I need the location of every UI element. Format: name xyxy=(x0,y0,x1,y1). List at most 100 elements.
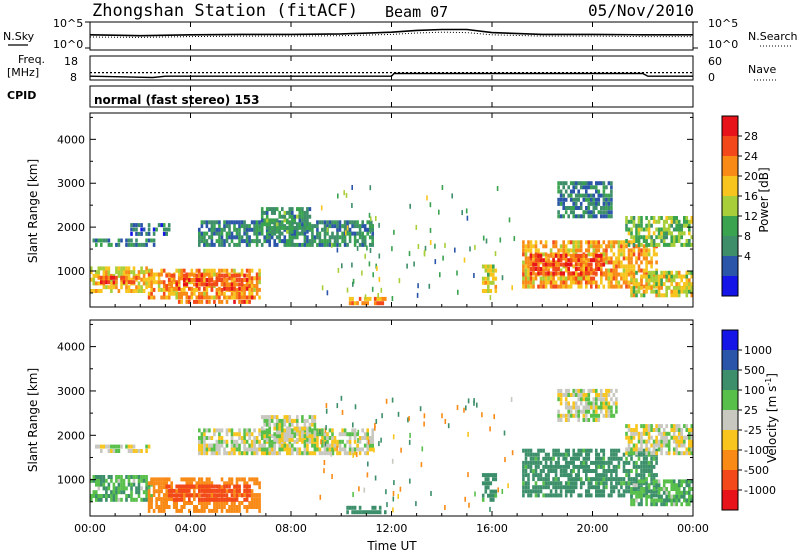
power-cell xyxy=(597,248,601,253)
velocity-cell xyxy=(564,493,568,498)
velocity-cell xyxy=(650,494,653,499)
velocity-cell xyxy=(615,405,618,410)
power-cell xyxy=(198,235,201,240)
velocity-cell xyxy=(642,477,646,482)
power-cell xyxy=(655,235,658,240)
power-cell xyxy=(625,264,628,269)
velocity-cell xyxy=(597,477,601,482)
power-cell xyxy=(590,244,593,249)
velocity-cell xyxy=(552,452,555,457)
velocity-cell xyxy=(273,415,276,420)
power-cell xyxy=(632,248,636,253)
power-cell xyxy=(683,285,686,290)
power-cell xyxy=(572,264,575,269)
velocity-cell xyxy=(587,409,591,414)
power-cell xyxy=(637,235,641,240)
velocity-cell xyxy=(235,481,239,486)
power-cell xyxy=(600,276,603,281)
power-cell xyxy=(115,266,118,271)
power-cell xyxy=(537,284,540,289)
power-cell xyxy=(635,231,638,236)
power-cell xyxy=(552,267,555,271)
power-cell xyxy=(112,275,116,280)
velocity-cell xyxy=(301,451,304,456)
power-cell xyxy=(549,280,553,285)
power-cell xyxy=(487,268,490,273)
power-cell xyxy=(198,282,201,287)
velocity-cell xyxy=(527,473,530,478)
power-cell xyxy=(378,296,382,301)
velocity-cell xyxy=(572,413,575,418)
velocity-cell xyxy=(481,481,485,486)
velocity-cell xyxy=(610,413,613,418)
power-cell xyxy=(417,283,419,289)
station-title: Zhongshan Station (fitACF) xyxy=(92,1,358,21)
power-cell xyxy=(662,274,666,279)
velocity-cell xyxy=(268,443,271,448)
power-cell xyxy=(564,189,568,194)
velocity-cell xyxy=(253,505,256,509)
velocity-cell xyxy=(647,473,651,478)
power-cell xyxy=(258,239,261,244)
power-cell xyxy=(185,299,189,304)
velocity-cell xyxy=(165,489,168,494)
velocity-colorbar-title-main: Velocity [m s xyxy=(765,386,779,463)
velocity-cell xyxy=(587,418,591,422)
power-cell xyxy=(393,229,395,235)
power-cell xyxy=(567,284,570,289)
velocity-cell xyxy=(597,393,601,397)
power-cell xyxy=(564,268,568,273)
velocity-cell xyxy=(188,493,191,498)
power-cell xyxy=(492,264,495,269)
velocity-cell xyxy=(564,405,568,410)
velocity-cell xyxy=(258,493,261,498)
velocity-cell xyxy=(175,501,178,505)
velocity-cell xyxy=(280,434,284,439)
power-cell xyxy=(260,210,264,215)
velocity-cell xyxy=(145,449,148,453)
velocity-cell xyxy=(225,481,229,486)
velocity-cell xyxy=(205,488,209,493)
power-cell xyxy=(615,276,618,281)
velocity-cell xyxy=(160,481,163,486)
velocity-cell xyxy=(356,510,359,515)
power-cell xyxy=(572,280,575,285)
power-cell xyxy=(177,286,181,291)
power-cell xyxy=(162,231,166,236)
power-cell xyxy=(675,282,678,287)
power-cell xyxy=(235,220,239,225)
power-cell xyxy=(238,235,241,240)
power-cell xyxy=(213,242,216,247)
velocity-cell xyxy=(230,488,234,493)
power-cell xyxy=(208,273,211,278)
power-cell xyxy=(328,235,332,240)
velocity-cell xyxy=(610,388,613,393)
power-cell xyxy=(188,299,191,304)
velocity-cell xyxy=(635,483,638,488)
velocity-cell xyxy=(492,497,495,502)
velocity-cell xyxy=(574,473,578,478)
velocity-cell xyxy=(162,485,166,490)
power-cell xyxy=(265,207,269,212)
velocity-cell xyxy=(554,452,558,457)
power-cell xyxy=(600,258,603,263)
velocity-cell xyxy=(92,490,96,495)
velocity-cell xyxy=(579,477,583,482)
power-cell xyxy=(248,284,251,288)
power-cell xyxy=(326,224,329,229)
power-cell xyxy=(361,235,364,240)
power-cell xyxy=(177,280,181,285)
velocity-cell xyxy=(185,501,189,505)
power-cell xyxy=(248,276,251,281)
power-cell xyxy=(683,216,686,220)
velocity-cell xyxy=(504,457,506,463)
power-cell xyxy=(233,268,236,273)
power-cell xyxy=(351,185,353,190)
power-cell xyxy=(680,231,683,236)
velocity-cell xyxy=(210,497,214,502)
power-cell xyxy=(572,240,575,245)
power-cell xyxy=(152,227,156,232)
power-cell xyxy=(215,220,219,225)
power-cell xyxy=(117,289,121,293)
